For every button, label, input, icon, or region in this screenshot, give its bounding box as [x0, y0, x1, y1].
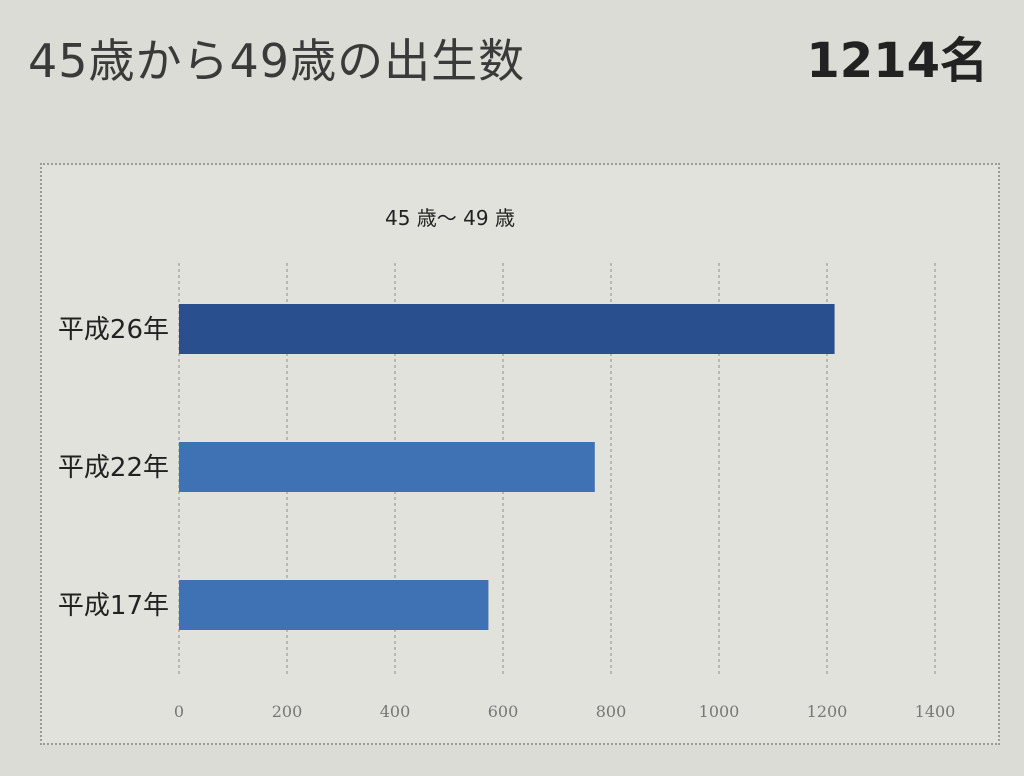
headline-title: 45歳から49歳の出生数 — [28, 34, 526, 88]
bar — [179, 580, 489, 630]
x-tick-label: 800 — [596, 702, 627, 721]
x-tick-label: 1000 — [699, 702, 740, 721]
x-tick-label: 1200 — [807, 702, 848, 721]
category-label: 平成22年 — [58, 453, 169, 483]
x-tick-label: 0 — [174, 702, 184, 721]
bar — [179, 442, 595, 492]
bar — [179, 304, 835, 354]
x-tick-label: 1400 — [915, 702, 956, 721]
x-tick-label: 200 — [272, 702, 303, 721]
chart-frame: 45 歳～ 49 歳 平成26年平成22年平成17年 0 200 400 600 800… — [40, 163, 1000, 745]
headline-total: 1214名 — [806, 33, 988, 89]
headline: 45歳から49歳の出生数 1214名 — [28, 26, 988, 96]
category-label: 平成26年 — [58, 315, 169, 345]
chart-title: 45 歳～ 49 歳 — [385, 206, 515, 230]
x-tick-label: 600 — [488, 702, 519, 721]
x-tick-label: 400 — [380, 702, 411, 721]
category-label: 平成17年 — [58, 591, 169, 621]
